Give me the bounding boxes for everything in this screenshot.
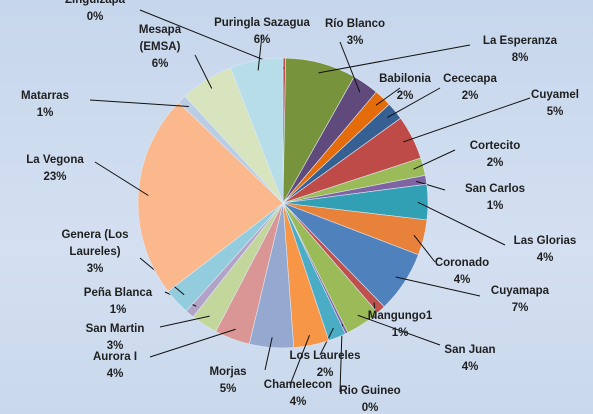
category-label: Puringla Sazagua (214, 17, 310, 29)
slice-label: San Martin 3% (75, 321, 155, 355)
value-label: 0% (361, 402, 379, 414)
leader-line (417, 201, 506, 246)
value-label: 4% (106, 368, 124, 380)
value-label: 4% (289, 396, 307, 408)
category-label: Cortecito (469, 140, 521, 152)
slice-label: Rio Guineo 0% (330, 383, 410, 414)
leader-line (318, 44, 471, 74)
slice-label: Chamelecon 4% (253, 377, 343, 411)
slice-label: Peña Blanca 1% (78, 285, 158, 319)
category-label: Cececapa (443, 73, 497, 85)
slice-label: Morjas 5% (198, 364, 258, 398)
slice-label: Babilonia 2% (370, 71, 440, 105)
slice-label: La Esperanza 8% (465, 33, 575, 67)
slice-label: Aurora I 4% (85, 349, 145, 383)
leader-line (194, 54, 213, 89)
category-label: Coronado (434, 257, 490, 269)
leader-line (387, 87, 441, 118)
value-label: 4% (453, 274, 471, 286)
value-label: 7% (511, 302, 529, 314)
category-label: Matarras (21, 90, 69, 102)
category-label: Genera (Los Laureles) (61, 229, 129, 258)
leader-line (413, 234, 436, 263)
slice-label: Matarras 1% (10, 88, 80, 122)
category-label: Babilonia (379, 73, 431, 85)
value-label: 23% (43, 171, 67, 183)
category-label: Los Laureles (289, 350, 361, 362)
slice-label: La Vegona 23% (15, 152, 95, 186)
pie-slice (137, 101, 284, 292)
leader-line (149, 328, 236, 358)
value-label: 1% (391, 327, 409, 339)
leader-line (357, 314, 441, 346)
category-label: Cuyamel (531, 89, 579, 101)
value-label: 3% (106, 340, 124, 352)
value-label: 1% (109, 304, 127, 316)
slice-label: San Carlos 1% (455, 181, 535, 215)
category-label: Río Blanco (324, 18, 386, 30)
value-label: 0% (86, 11, 104, 23)
category-label: Morjas (209, 366, 247, 378)
value-label: 5% (546, 106, 564, 118)
leader-line (289, 335, 310, 386)
value-label: 5% (219, 383, 237, 395)
pie-slice (230, 57, 284, 204)
slice-label: Mangungo1 1% (360, 308, 440, 342)
leader-line (413, 149, 456, 170)
leader-line (89, 99, 189, 107)
category-label: Rio Guineo (339, 385, 401, 397)
value-label: 1% (486, 200, 504, 212)
value-label: 1% (36, 107, 54, 119)
slice-label: Cortecito 2% (460, 138, 530, 172)
leader-line (375, 87, 401, 106)
leader-line (339, 41, 361, 93)
category-label: Mesapa (EMSA) (138, 24, 182, 53)
slice-label: Puringla Sazagua 6% (202, 15, 322, 49)
slice-label: Los Laureles 2% (280, 348, 370, 382)
slice-label: San Juan 4% (440, 342, 500, 376)
leader-line (257, 34, 263, 71)
category-label: Zinguizapa (64, 0, 126, 6)
slice-label: Cececapa 2% (435, 71, 505, 105)
leader-line (159, 315, 210, 328)
slice-label: Cuyamel 5% (520, 87, 590, 121)
category-label: Aurora I (92, 351, 138, 363)
slice-label: Cuyamapa 7% (480, 283, 560, 317)
value-label: 2% (486, 157, 504, 169)
category-label: La Vegona (26, 154, 84, 166)
value-label: 3% (86, 263, 104, 275)
category-label: Mangungo1 (367, 310, 433, 322)
category-label: San Juan (444, 344, 496, 356)
category-label: Chamelecon (263, 379, 333, 391)
category-label: San Carlos (464, 183, 526, 195)
leader-line (139, 9, 285, 69)
value-label: 8% (511, 52, 529, 64)
slice-label: Las Glorias 4% (505, 233, 585, 267)
value-label: 2% (461, 90, 479, 102)
category-label: San Martin (85, 323, 145, 335)
value-label: 2% (396, 90, 414, 102)
value-label: 4% (461, 361, 479, 373)
slice-label: Río Blanco 3% (315, 16, 395, 50)
value-label: 3% (346, 35, 364, 47)
leader-line (264, 337, 273, 371)
category-label: Las Glorias (513, 235, 577, 247)
leader-line (395, 276, 481, 297)
value-label: 2% (316, 367, 334, 379)
category-label: Cuyamapa (490, 285, 550, 297)
slice-label: Zinguizapa 0% (50, 0, 140, 26)
category-label: Peña Blanca (83, 287, 153, 299)
category-label: La Esperanza (482, 35, 558, 47)
slice-label: Genera (Los Laureles) 3% (45, 227, 145, 278)
value-label: 6% (253, 34, 271, 46)
slice-label: Mesapa (EMSA) 6% (120, 22, 200, 73)
leader-line (94, 161, 149, 196)
value-label: 4% (536, 252, 554, 264)
slice-label: Coronado 4% (427, 255, 497, 289)
leader-line (403, 97, 531, 143)
leader-line (415, 180, 446, 191)
value-label: 6% (151, 58, 169, 70)
